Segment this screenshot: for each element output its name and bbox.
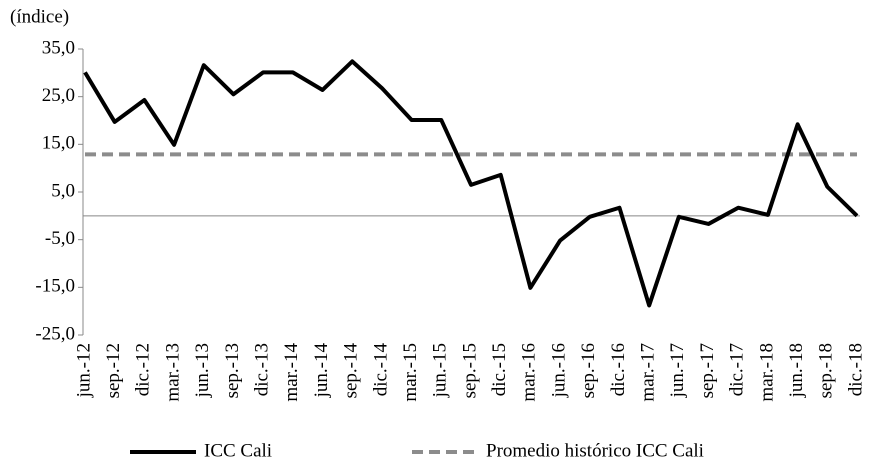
y-tick-label: 25,0 <box>42 85 75 106</box>
x-tick-label: dic.-14 <box>370 343 391 397</box>
y-tick-label: -5,0 <box>45 228 75 249</box>
x-tick-label: jun.-17 <box>667 343 688 398</box>
y-tick-label: -25,0 <box>35 323 75 344</box>
x-tick-label: sep.-17 <box>697 343 718 398</box>
x-tick-label: dic.-18 <box>845 343 866 396</box>
x-tick-label: sep.-12 <box>103 343 124 398</box>
series-line <box>83 59 859 308</box>
x-tick-label: dic.-15 <box>489 343 510 396</box>
x-tick-label: mar.-16 <box>519 343 540 402</box>
x-tick-label: jun.-15 <box>430 343 451 398</box>
x-tick-label: sep.-13 <box>222 343 243 398</box>
x-tick-label: jun.-16 <box>548 343 569 398</box>
x-tick-label: sep.-18 <box>816 343 837 398</box>
x-tick-label: jun.-18 <box>786 343 807 398</box>
x-tick-label: sep.-16 <box>578 343 599 398</box>
x-tick-label: dic.-12 <box>133 343 154 396</box>
x-tick-label: dic.-17 <box>727 343 748 396</box>
y-tick-label: 5,0 <box>51 180 75 201</box>
legend-label: Promedio histórico ICC Cali <box>486 440 704 461</box>
x-tick-label: dic.-13 <box>252 343 273 396</box>
x-tick-label: jun.-14 <box>311 343 332 399</box>
x-tick-label: mar.-14 <box>281 343 302 402</box>
y-tick-label: -15,0 <box>35 276 75 297</box>
x-tick-label: jun.-12 <box>73 343 94 398</box>
y-tick-label: 35,0 <box>42 37 75 58</box>
x-tick-label: mar.-13 <box>162 343 183 402</box>
x-tick-label: dic.-16 <box>608 343 629 396</box>
x-tick-label: sep.-15 <box>459 343 480 398</box>
x-tick-label: mar.-15 <box>400 343 421 402</box>
x-tick-label: sep.-14 <box>341 343 362 399</box>
y-axis-label: (índice) <box>10 6 69 27</box>
x-tick-label: mar.-17 <box>638 343 659 402</box>
legend-label: ICC Cali <box>204 440 272 461</box>
y-tick-label: 15,0 <box>42 133 75 154</box>
x-tick-label: mar.-18 <box>756 343 777 402</box>
x-tick-label: jun.-13 <box>192 343 213 398</box>
